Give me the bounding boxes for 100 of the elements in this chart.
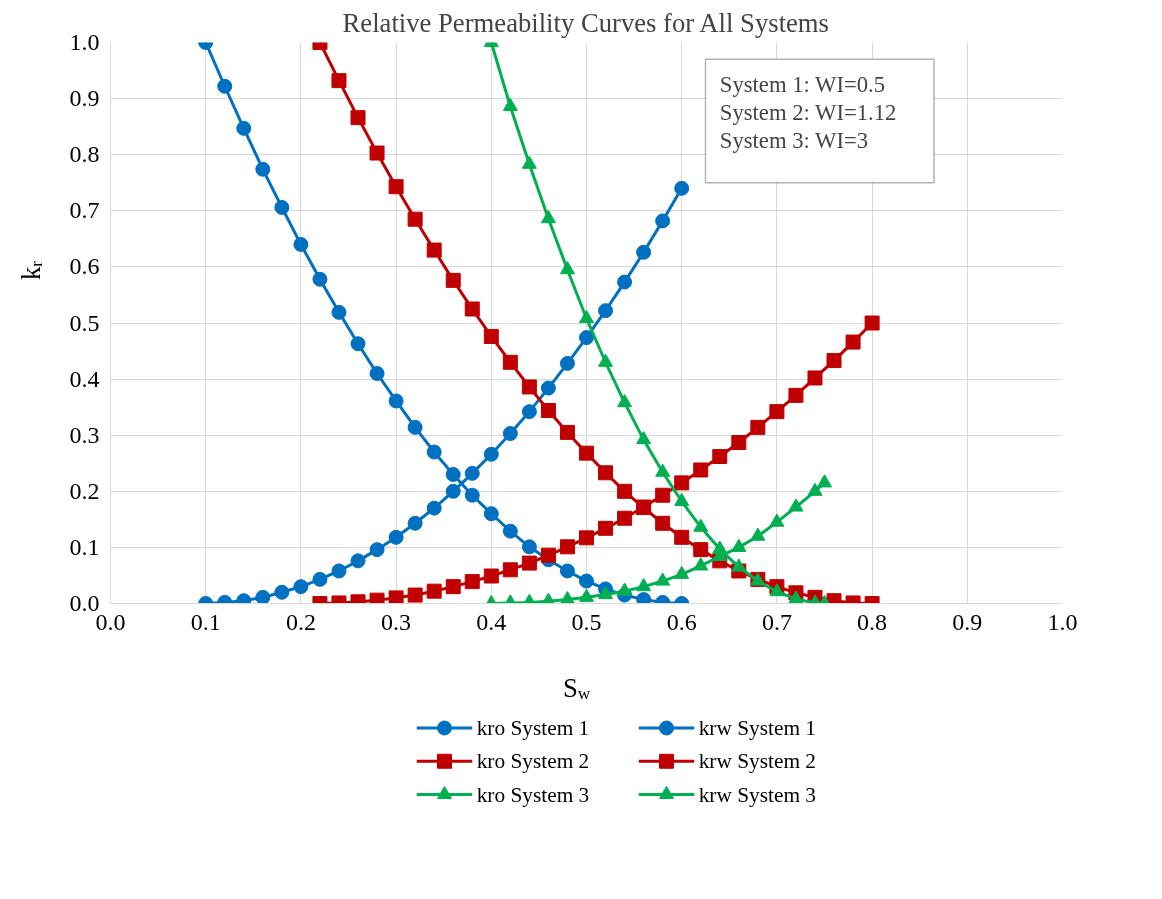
point [464, 574, 480, 590]
point [617, 394, 633, 408]
point [731, 434, 747, 450]
legend-label: krw System 2 [698, 749, 816, 774]
point [617, 510, 633, 526]
point [598, 585, 614, 600]
point [369, 366, 385, 381]
point [617, 483, 633, 499]
point [521, 555, 537, 571]
y-axis-title: kr [15, 260, 46, 281]
x-tick-label: 0.6 [666, 608, 697, 635]
point [579, 330, 594, 346]
point [636, 431, 652, 445]
point [350, 336, 366, 352]
point [579, 530, 594, 546]
legend-label: kro System 3 [476, 782, 590, 807]
y-tick-label: 0.1 [69, 533, 100, 560]
point [483, 506, 499, 522]
point [559, 539, 575, 555]
point [559, 424, 575, 440]
y-tick-label: 0.2 [69, 477, 100, 504]
point [540, 547, 556, 563]
point [788, 387, 804, 403]
point [655, 487, 671, 503]
point [483, 568, 499, 584]
point [807, 482, 823, 496]
x-tick-label: 0.9 [952, 608, 983, 635]
x-tick-label: 0.1 [190, 608, 221, 635]
point [579, 309, 594, 324]
point [788, 498, 804, 512]
point [750, 419, 766, 435]
point [817, 474, 832, 488]
point [445, 579, 461, 595]
y-tick-label: 0.7 [69, 197, 100, 224]
point [655, 572, 671, 586]
point [674, 475, 690, 491]
point [502, 523, 518, 539]
point [559, 355, 575, 371]
point [369, 145, 385, 161]
point [464, 487, 480, 503]
point [255, 589, 271, 604]
annotation: System 2: WI=1.12 [719, 100, 897, 126]
point [388, 590, 404, 604]
point [655, 515, 671, 531]
y-tick-label: 0.0 [69, 590, 100, 616]
point [464, 301, 480, 317]
point [502, 354, 518, 370]
point [674, 492, 690, 506]
x-tick-label: 0.2 [285, 608, 316, 635]
point [312, 271, 328, 287]
point [350, 110, 366, 126]
point [255, 161, 271, 177]
point [731, 558, 747, 572]
x-tick-label: 0.5 [571, 608, 602, 635]
point [769, 583, 785, 597]
point [426, 500, 442, 516]
point [331, 563, 347, 579]
point [236, 120, 252, 136]
point [693, 557, 709, 571]
point [331, 73, 347, 89]
point [674, 180, 690, 196]
point [407, 587, 423, 603]
y-tick-label: 0.9 [69, 85, 100, 112]
annotation: System 3: WI=3 [719, 128, 869, 154]
point [521, 539, 537, 555]
legend-label: krw System 3 [698, 782, 816, 807]
point [407, 211, 423, 227]
point [217, 78, 233, 94]
point [693, 542, 709, 558]
y-tick-label: 0.6 [69, 253, 100, 280]
point [407, 515, 423, 531]
point [540, 403, 556, 419]
y-tick-label: 1.0 [69, 29, 100, 55]
point [636, 244, 652, 260]
point [731, 538, 747, 552]
point [445, 466, 461, 482]
point [331, 304, 347, 320]
point [636, 578, 652, 592]
y-tick-label: 0.3 [69, 421, 100, 448]
point [769, 513, 785, 527]
point [350, 553, 366, 569]
point [579, 445, 594, 461]
point [445, 483, 461, 499]
point [426, 242, 442, 258]
point [388, 393, 404, 409]
point [769, 404, 785, 420]
point [636, 592, 652, 604]
x-tick-label: 0.4 [476, 608, 507, 635]
point [483, 446, 499, 462]
point [579, 588, 594, 602]
point [693, 462, 709, 478]
point [788, 590, 804, 604]
x-tick-label: 0.7 [761, 608, 792, 635]
point [845, 334, 861, 350]
point [388, 529, 404, 545]
point [426, 583, 442, 599]
point [293, 236, 309, 252]
x-axis-title: Sw [562, 672, 591, 704]
point [559, 590, 575, 604]
point [540, 380, 556, 396]
